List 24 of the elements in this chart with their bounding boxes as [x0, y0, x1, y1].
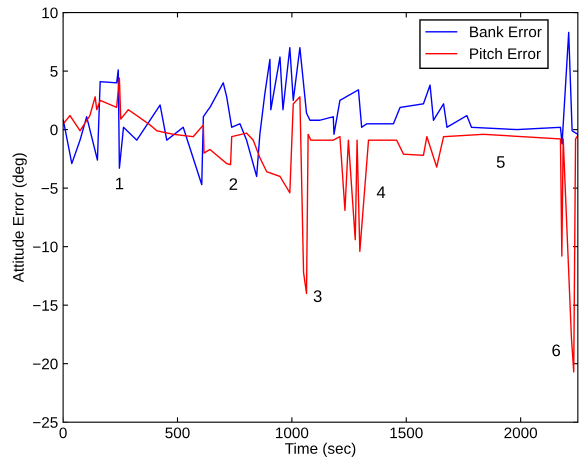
y-tick-label: 5 — [50, 66, 58, 77]
annotation: 3 — [314, 290, 322, 302]
x-tick-label: 500 — [165, 427, 190, 438]
y-tick-label: 10 — [42, 7, 58, 18]
y-axis-title: Attitude Error (deg) — [12, 153, 27, 282]
x-axis-title: Time (sec) — [285, 442, 356, 457]
x-tick-label: 0 — [59, 427, 67, 438]
y-tick-label: −15 — [33, 300, 58, 311]
annotation: 2 — [230, 178, 238, 190]
legend-label: Bank Error — [470, 26, 542, 38]
y-tick-label: −10 — [33, 242, 58, 252]
y-tick-label: 0 — [50, 124, 58, 136]
y-tick-label: −5 — [42, 183, 58, 194]
y-tick-label: −25 — [33, 417, 58, 428]
x-tick-label: 2000 — [504, 427, 538, 438]
annotation: 6 — [552, 344, 560, 356]
y-tick-label: −20 — [33, 358, 58, 370]
annotation: 4 — [376, 186, 386, 198]
annotation: 1 — [116, 178, 124, 190]
x-tick-label: 1000 — [276, 427, 308, 438]
legend-label: Pitch Error — [470, 48, 541, 60]
line-series — [63, 77, 578, 373]
annotation: 5 — [496, 156, 505, 168]
x-tick-label: 1500 — [390, 427, 423, 438]
